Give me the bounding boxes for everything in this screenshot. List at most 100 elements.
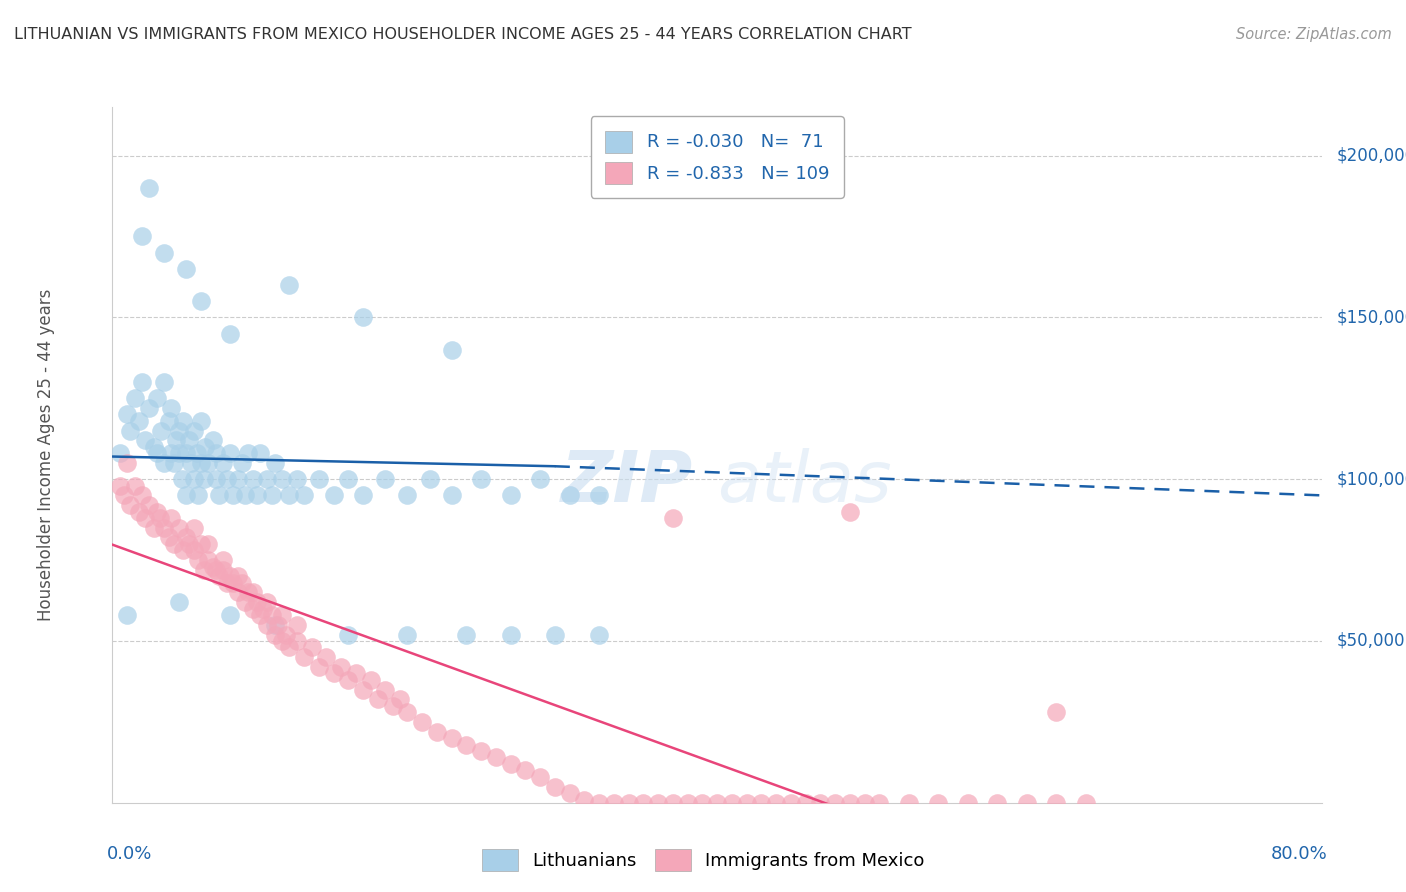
Point — [263, 617, 285, 632]
Text: LITHUANIAN VS IMMIGRANTS FROM MEXICO HOUSEHOLDER INCOME AGES 25 - 44 YEARS CORRE: LITHUANIAN VS IMMIGRANTS FROM MEXICO HOU… — [14, 27, 911, 42]
Point — [208, 569, 231, 583]
Point — [1045, 796, 1067, 810]
Point — [544, 627, 567, 641]
Point — [588, 627, 610, 641]
Point — [212, 456, 235, 470]
Point — [330, 660, 353, 674]
Point — [838, 504, 860, 518]
Point — [242, 601, 264, 615]
Point — [706, 796, 728, 810]
Point — [204, 472, 226, 486]
Point — [485, 750, 508, 764]
Point — [222, 575, 245, 590]
Point — [231, 456, 253, 470]
Point — [256, 617, 278, 632]
Point — [157, 414, 180, 428]
Point — [153, 521, 176, 535]
Point — [172, 414, 194, 428]
Point — [315, 650, 337, 665]
Point — [389, 692, 412, 706]
Point — [440, 343, 463, 357]
Point — [124, 478, 146, 492]
Point — [128, 414, 150, 428]
Point — [212, 563, 235, 577]
Point — [108, 446, 131, 460]
Point — [344, 666, 367, 681]
Point — [352, 682, 374, 697]
Point — [337, 472, 360, 486]
Point — [138, 401, 160, 415]
Point — [396, 627, 419, 641]
Point — [808, 796, 831, 810]
Point — [131, 229, 153, 244]
Text: $100,000: $100,000 — [1336, 470, 1406, 488]
Point — [301, 640, 323, 655]
Point — [292, 488, 315, 502]
Point — [276, 627, 298, 641]
Point — [779, 796, 801, 810]
Point — [794, 796, 817, 810]
Point — [183, 472, 205, 486]
Point — [292, 650, 315, 665]
Point — [256, 472, 278, 486]
Point — [558, 488, 581, 502]
Point — [212, 553, 235, 567]
Point — [499, 488, 522, 502]
Point — [142, 440, 165, 454]
Point — [219, 446, 242, 460]
Point — [456, 738, 478, 752]
Point — [735, 796, 758, 810]
Point — [278, 488, 301, 502]
Point — [112, 488, 135, 502]
Text: Source: ZipAtlas.com: Source: ZipAtlas.com — [1236, 27, 1392, 42]
Point — [676, 796, 699, 810]
Point — [367, 692, 389, 706]
Point — [499, 756, 522, 771]
Point — [167, 424, 190, 438]
Point — [120, 424, 142, 438]
Point — [183, 521, 205, 535]
Point — [190, 414, 212, 428]
Point — [515, 764, 537, 778]
Point — [352, 310, 374, 325]
Point — [219, 608, 242, 623]
Point — [396, 705, 419, 719]
Text: ZIP: ZIP — [561, 449, 693, 517]
Point — [853, 796, 876, 810]
Point — [217, 575, 239, 590]
Point — [226, 569, 249, 583]
Point — [193, 472, 215, 486]
Point — [285, 634, 308, 648]
Point — [197, 456, 219, 470]
Point — [174, 261, 197, 276]
Point — [574, 792, 596, 806]
Point — [440, 731, 463, 745]
Point — [180, 456, 202, 470]
Point — [263, 627, 285, 641]
Point — [208, 488, 231, 502]
Point — [308, 472, 330, 486]
Point — [167, 446, 190, 460]
Point — [231, 575, 253, 590]
Point — [149, 511, 172, 525]
Point — [986, 796, 1008, 810]
Point — [1015, 796, 1038, 810]
Point — [115, 608, 138, 623]
Point — [134, 434, 156, 448]
Point — [193, 563, 215, 577]
Point — [529, 770, 551, 784]
Point — [165, 434, 187, 448]
Point — [278, 278, 301, 293]
Point — [266, 617, 288, 632]
Point — [190, 456, 212, 470]
Point — [145, 504, 167, 518]
Point — [588, 488, 610, 502]
Text: $200,000: $200,000 — [1336, 146, 1406, 165]
Point — [219, 569, 242, 583]
Point — [470, 744, 492, 758]
Point — [633, 796, 655, 810]
Point — [249, 446, 271, 460]
Point — [226, 472, 249, 486]
Point — [115, 456, 138, 470]
Point — [260, 608, 283, 623]
